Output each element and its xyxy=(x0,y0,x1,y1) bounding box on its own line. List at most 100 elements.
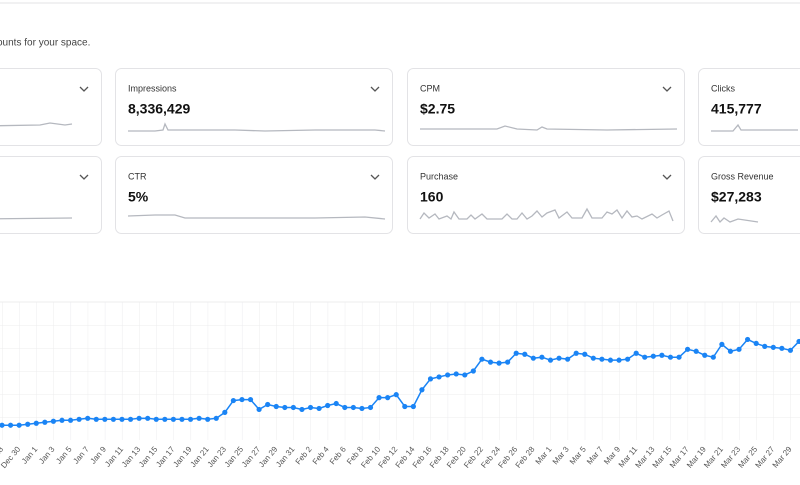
data-point xyxy=(316,406,321,411)
data-point xyxy=(128,417,133,422)
x-tick-label: Feb 4 xyxy=(311,444,331,466)
x-tick-label: Jan 7 xyxy=(71,444,91,465)
data-point xyxy=(505,360,510,365)
data-point xyxy=(299,407,304,412)
card-box xyxy=(408,157,685,234)
data-point xyxy=(334,401,339,406)
data-point xyxy=(445,372,450,377)
data-point xyxy=(419,387,424,392)
card-value: 160 xyxy=(420,189,444,205)
data-point xyxy=(762,344,767,349)
metric-card[interactable] xyxy=(0,69,102,146)
data-point xyxy=(574,351,579,356)
data-point xyxy=(702,353,707,358)
data-point xyxy=(625,357,630,362)
data-point xyxy=(282,405,287,410)
metric-card[interactable] xyxy=(0,157,102,234)
data-point xyxy=(582,352,587,357)
data-point xyxy=(539,355,544,360)
data-point xyxy=(162,417,167,422)
data-point xyxy=(59,418,64,423)
data-point xyxy=(94,417,99,422)
data-point xyxy=(111,417,116,422)
data-point xyxy=(376,395,381,400)
data-point xyxy=(522,352,527,357)
data-point xyxy=(565,357,570,362)
data-point xyxy=(556,356,561,361)
data-point xyxy=(668,355,673,360)
subtitle: ounts for your space. xyxy=(0,38,90,49)
x-tick-label: Feb 6 xyxy=(328,444,348,466)
data-point xyxy=(659,353,664,358)
x-tick-label: Jan 5 xyxy=(54,444,74,465)
data-point xyxy=(342,405,347,410)
x-tick-label: Jan 1 xyxy=(20,444,40,465)
x-tick-label: Dec 30 xyxy=(0,444,23,470)
data-point xyxy=(599,357,604,362)
x-tick-label: Jan 31 xyxy=(274,444,297,469)
card-label: Gross Revenue xyxy=(711,171,774,181)
data-point xyxy=(188,417,193,422)
card-label: CTR xyxy=(128,171,147,181)
card-box xyxy=(116,157,393,234)
x-tick-label: Mar 5 xyxy=(568,444,588,466)
x-tick-label: Feb 28 xyxy=(514,444,537,469)
data-point xyxy=(608,358,613,363)
data-point xyxy=(488,360,493,365)
card-value: $2.75 xyxy=(420,101,455,117)
data-point xyxy=(471,368,476,373)
data-point xyxy=(179,417,184,422)
data-point xyxy=(736,347,741,352)
card-box xyxy=(0,69,102,146)
data-point xyxy=(591,356,596,361)
data-point xyxy=(171,417,176,422)
metric-card[interactable]: CTR 5% xyxy=(116,157,393,234)
x-tick-label: Feb 2 xyxy=(294,444,314,466)
data-point xyxy=(274,404,279,409)
data-point xyxy=(514,351,519,356)
data-point xyxy=(711,355,716,360)
data-point xyxy=(119,417,124,422)
data-point xyxy=(42,420,47,425)
data-point xyxy=(102,417,107,422)
data-point xyxy=(685,347,690,352)
data-point xyxy=(325,403,330,408)
data-point xyxy=(754,341,759,346)
data-point xyxy=(462,372,467,377)
data-point xyxy=(368,405,373,410)
data-point xyxy=(616,358,621,363)
data-point xyxy=(745,337,750,342)
x-tick-label: Mar 29 xyxy=(771,444,794,469)
data-point xyxy=(728,349,733,354)
data-point xyxy=(351,405,356,410)
data-point xyxy=(719,342,724,347)
card-box xyxy=(0,157,102,234)
data-point xyxy=(248,397,253,402)
data-point xyxy=(548,358,553,363)
data-point xyxy=(531,356,536,361)
data-point xyxy=(231,398,236,403)
data-point xyxy=(651,354,656,359)
data-point xyxy=(222,410,227,415)
data-point xyxy=(694,349,699,354)
data-point xyxy=(257,407,262,412)
data-point xyxy=(25,422,30,427)
data-point xyxy=(8,423,13,428)
x-tick-label: Mar 1 xyxy=(534,444,554,466)
data-point xyxy=(239,397,244,402)
data-point xyxy=(197,416,202,421)
data-point xyxy=(214,416,219,421)
metric-card[interactable]: CPM$2.75 xyxy=(408,69,685,146)
data-point xyxy=(385,395,390,400)
card-label: Impressions xyxy=(128,83,177,93)
card-value: 5% xyxy=(128,189,149,205)
metric-card[interactable]: Gross Revenue$27,283 xyxy=(699,157,800,234)
data-point xyxy=(394,392,399,397)
data-point xyxy=(359,406,364,411)
x-tick-label: Mar 3 xyxy=(551,444,571,466)
data-point xyxy=(496,361,501,366)
